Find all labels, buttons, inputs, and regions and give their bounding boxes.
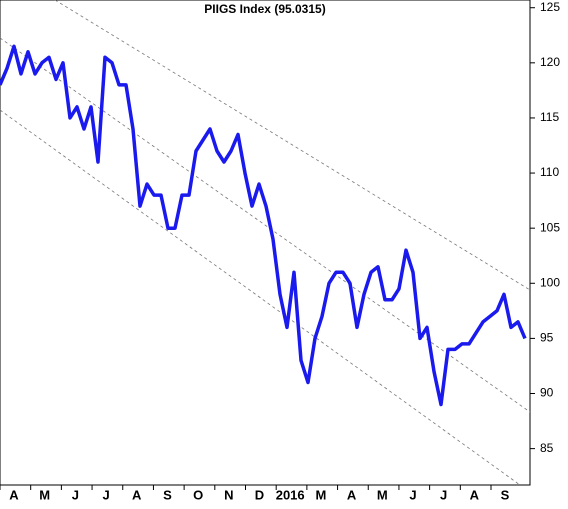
y-tick-label: 115	[540, 110, 559, 124]
channel-middle	[0, 37, 531, 413]
chart-title: PIIGS Index (95.0315)	[204, 2, 325, 16]
index-line	[0, 44, 527, 407]
x-tick-label: D	[255, 487, 264, 502]
y-tick-label: 120	[540, 55, 560, 69]
x-tick-label: S	[163, 487, 172, 502]
x-tick-label: A	[470, 487, 480, 502]
y-tick-label: 85	[540, 441, 554, 455]
x-tick-label: A	[347, 487, 357, 502]
channel-lower	[0, 109, 521, 486]
x-tick-label: J	[409, 487, 416, 502]
x-tick-label: A	[9, 487, 19, 502]
x-tick-label: N	[224, 487, 233, 502]
x-tick-label: O	[193, 487, 203, 502]
channel-upper	[54, 0, 531, 291]
x-tick-label: J	[440, 487, 447, 502]
channel-lines	[0, 0, 531, 486]
y-tick-label: 95	[540, 331, 554, 345]
x-tick-label: J	[102, 487, 109, 502]
y-tick-label: 100	[540, 275, 560, 289]
y-tick-label: 110	[540, 165, 559, 179]
x-tick-label: 2016	[276, 487, 305, 502]
x-tick-label: S	[501, 487, 510, 502]
x-tick-label: A	[132, 487, 142, 502]
x-tick-label: J	[72, 487, 79, 502]
y-tick-label: 125	[540, 0, 560, 14]
y-tick-label: 105	[540, 220, 560, 234]
x-tick-label: M	[315, 487, 326, 502]
x-tick-label: M	[377, 487, 388, 502]
x-tick-label: M	[39, 487, 50, 502]
plot-frame	[0, 0, 531, 486]
y-tick-label: 90	[540, 386, 554, 400]
